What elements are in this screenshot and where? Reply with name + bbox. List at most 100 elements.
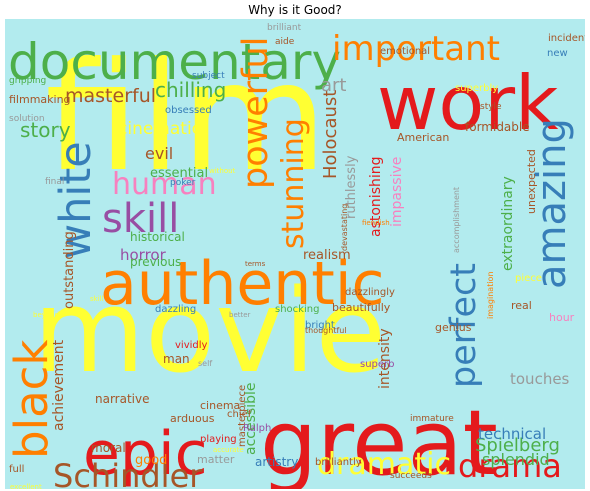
word-new: new	[547, 48, 568, 59]
word-obsessed: obsessed	[165, 105, 212, 116]
word-authentic: authentic	[100, 249, 384, 319]
word-epic: epic	[83, 419, 208, 489]
word-chief: chief	[227, 409, 252, 420]
word-powerful: powerful	[236, 37, 276, 189]
word-chilling: chilling	[155, 78, 226, 102]
word-technical: technical	[478, 425, 546, 443]
word-masterpiece: masterpiece	[237, 385, 248, 447]
word-cinema: cinema	[200, 399, 240, 412]
word-human: human	[112, 167, 217, 202]
word-terms: terms	[245, 260, 266, 268]
word-masterful: masterful	[65, 85, 156, 107]
cloud-background	[5, 19, 585, 489]
word-real: real	[511, 299, 532, 312]
word-piece: piece	[515, 273, 542, 284]
word-imagination: imagination	[486, 271, 495, 319]
word-fiendish: fiendish	[362, 219, 390, 227]
word-holocaust: Holocaust	[320, 90, 341, 179]
word-horror: horror	[120, 246, 167, 264]
word-devastating: devastating	[340, 204, 349, 251]
word-movie: movie	[33, 265, 386, 399]
word-drama: drama	[458, 447, 562, 485]
word-great: great	[260, 391, 498, 489]
chart-title: Why is it Good?	[248, 3, 342, 17]
word-dramatic: dramatic	[317, 447, 451, 482]
word-immature: immature	[410, 414, 454, 424]
word-without: without	[209, 167, 236, 175]
word-unexpected: unexpected	[525, 149, 538, 214]
word-dazzling: dazzling	[155, 304, 196, 315]
word-impassive: impassive	[389, 157, 405, 227]
word-aide: aide	[275, 37, 295, 47]
word-intensity: intensity	[377, 328, 393, 389]
word-incidental: incidental	[548, 33, 585, 44]
word-white: white	[51, 141, 101, 259]
word-matter: matter	[197, 453, 235, 466]
word-good: good	[135, 453, 167, 468]
word-style: style	[480, 102, 502, 112]
word-outstanding: outstanding	[62, 231, 77, 309]
word-thoughtful: thoughtful	[305, 326, 347, 335]
word-succeeds: succeeds	[390, 471, 432, 481]
word-shocking: shocking	[275, 304, 319, 315]
word-dazzlingly: dazzlingly	[345, 287, 395, 298]
word-extraordinary: extraordinary	[500, 176, 516, 271]
word-vividly: vividly	[175, 340, 208, 351]
word-brilliantly: brilliantly	[315, 457, 362, 468]
word-essential: essential	[150, 166, 208, 181]
word-skill: skill	[102, 196, 179, 242]
word-superbly: superbly	[455, 83, 498, 94]
word-genius: genius	[435, 321, 472, 334]
word-cinematic: cinematic	[118, 119, 201, 139]
word-historical: historical	[130, 230, 185, 244]
word-astonishing: astonishing	[368, 156, 384, 237]
word-bright: bright	[305, 320, 335, 331]
word-brilliant: brilliant	[267, 23, 302, 33]
word-better: better	[229, 311, 251, 319]
word-full: full	[9, 464, 24, 475]
word-formidable: formidable	[465, 120, 530, 134]
word-evil: evil	[145, 144, 173, 163]
word-accessible: accessible	[243, 383, 259, 455]
word-realism: realism	[303, 248, 351, 263]
word-subject: subject	[192, 71, 225, 81]
word-man: man	[163, 352, 190, 366]
word-self: self	[198, 359, 212, 368]
word-filmmaking: filmmaking	[9, 93, 71, 106]
word-film: film	[45, 31, 327, 205]
word-american: American	[397, 131, 449, 144]
word-excellent: excellent	[10, 483, 42, 489]
word-splendid: splendid	[482, 450, 550, 469]
word-playing: playing	[200, 434, 237, 445]
word-black: black	[5, 340, 58, 459]
word-accomplishment: accomplishment	[452, 187, 461, 253]
word-spielberg: Spielberg	[475, 435, 560, 456]
word-beautifully: beautifully	[332, 301, 391, 314]
word-poker: poker	[170, 178, 196, 188]
word-schindler: Schindler	[53, 457, 203, 489]
word-stunning: stunning	[276, 118, 311, 249]
word-final: final	[45, 177, 64, 187]
word-story: story	[20, 118, 71, 142]
word-important: important	[332, 29, 500, 69]
word-amazing: amazing	[529, 118, 575, 289]
word-gripping: gripping	[9, 76, 46, 86]
word-documentary: documentary	[8, 33, 341, 91]
word-superb: superb	[360, 359, 395, 370]
word-artistry: artistry	[255, 455, 298, 469]
word-touches: touches	[510, 370, 570, 388]
word-art: art	[321, 75, 347, 96]
word-previous: previous	[130, 255, 181, 269]
word-beyond: beyond	[33, 311, 59, 319]
word-emotional: emotional	[380, 46, 430, 57]
word-accurate: accurate	[213, 446, 244, 454]
word-moral: moral	[91, 441, 126, 455]
word-arduous: arduous	[170, 412, 215, 425]
word-skill: skill	[90, 295, 104, 303]
word-work: work	[377, 59, 559, 147]
word-hour: hour	[549, 311, 575, 324]
word-perfect: perfect	[444, 263, 484, 388]
word-ruthlessly: ruthlessly	[344, 155, 359, 219]
